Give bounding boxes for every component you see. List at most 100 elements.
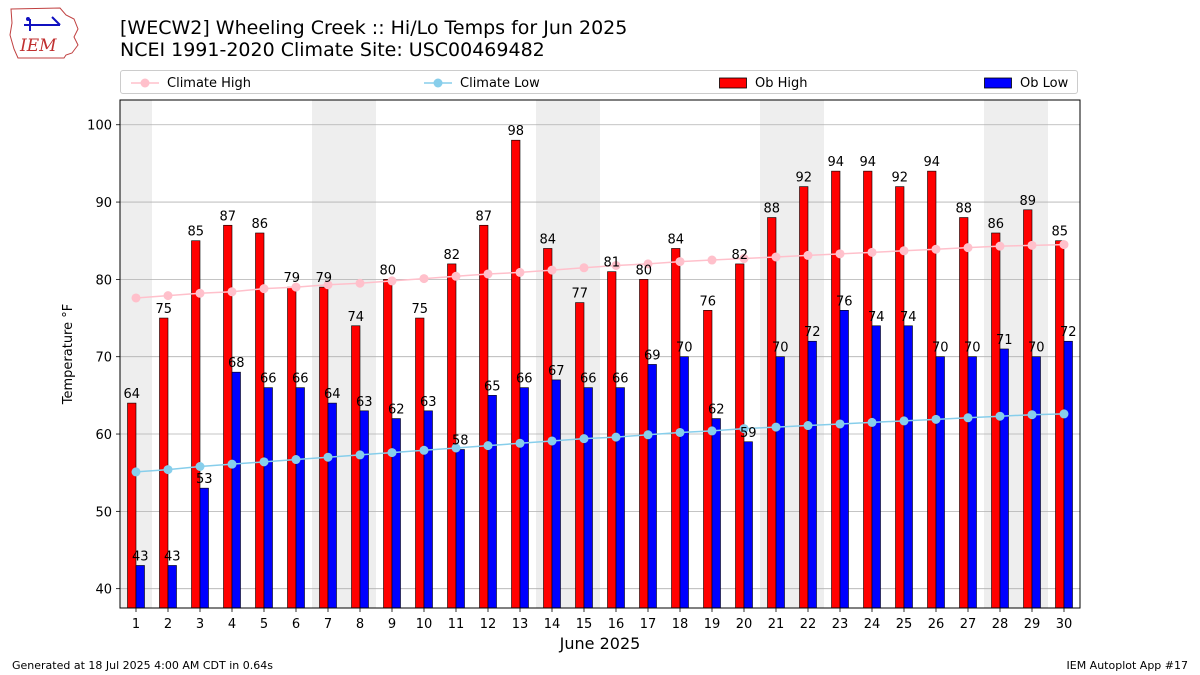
ob-high-bar: [479, 224, 489, 609]
climate-low-swatch: [424, 78, 452, 88]
ob-high-label: 80: [379, 263, 396, 278]
ob-low-label: 53: [196, 472, 213, 487]
ob-low-bar: [391, 418, 401, 609]
climate-low-point: [643, 430, 653, 440]
ob-high-label: 85: [187, 225, 204, 240]
ob-high-label: 74: [347, 310, 364, 325]
ob-low-bar: [935, 356, 945, 609]
x-tick-label: 25: [896, 617, 913, 632]
climate-low-point: [419, 445, 429, 455]
ob-high-label: 86: [987, 217, 1004, 232]
ob-low-label: 76: [836, 294, 853, 309]
ob-low-bar: [455, 449, 465, 609]
legend-ob-high-label: Ob High: [755, 75, 808, 91]
y-tick-label: 70: [95, 351, 112, 366]
ob-low-bar: [167, 565, 177, 609]
ob-high-bar: [863, 170, 873, 609]
x-tick-label: 27: [960, 617, 977, 632]
climate-low-point: [259, 457, 269, 467]
x-tick-label: 20: [736, 617, 753, 632]
ob-high-bar: [639, 279, 649, 609]
ob-low-label: 62: [708, 403, 725, 418]
climate-low-point: [899, 416, 909, 426]
ob-high-label: 92: [795, 171, 812, 186]
ob-low-label: 59: [740, 426, 757, 441]
climate-low-point: [483, 441, 493, 451]
ob-low-bar: [775, 356, 785, 609]
generated-note: Generated at 18 Jul 2025 4:00 AM CDT in …: [12, 659, 273, 672]
ob-high-label: 94: [859, 155, 876, 170]
x-tick-label: 8: [356, 617, 364, 632]
ob-low-label: 66: [260, 372, 277, 387]
ob-high-bar: [799, 186, 809, 609]
climate-high-point: [355, 278, 365, 288]
climate-low-point: [579, 434, 589, 444]
ob-high-bar: [959, 217, 969, 609]
ob-low-label: 72: [804, 325, 821, 340]
climate-low-point: [995, 411, 1005, 421]
ob-high-label: 87: [475, 209, 492, 224]
ob-low-bar: [1063, 340, 1073, 609]
climate-low-point: [355, 450, 365, 460]
ob-high-bar: [1023, 209, 1033, 609]
climate-high-swatch: [131, 78, 159, 88]
climate-low-point: [323, 452, 333, 462]
x-tick-label: 10: [416, 617, 433, 632]
ob-low-label: 65: [484, 379, 501, 394]
ob-high-label: 88: [763, 202, 780, 217]
ob-low-bar: [903, 325, 913, 609]
ob-high-label: 84: [539, 232, 556, 247]
plot-frame: [119, 99, 1081, 609]
ob-low-bar: [135, 565, 145, 609]
ob-low-label: 70: [932, 341, 949, 356]
climate-low-point: [675, 427, 685, 437]
ob-low-label: 67: [548, 364, 565, 379]
ob-low-label: 63: [420, 395, 437, 410]
climate-high-point: [419, 274, 429, 284]
ob-high-label: 82: [443, 248, 460, 263]
x-tick-label: 1: [132, 617, 140, 632]
climate-high-point: [1027, 240, 1037, 250]
ob-low-label: 70: [964, 341, 981, 356]
ob-low-label: 70: [1028, 341, 1045, 356]
x-tick-label: 26: [928, 617, 945, 632]
climate-low-point: [291, 455, 301, 465]
climate-high-point: [611, 260, 621, 270]
climate-high-point: [963, 243, 973, 253]
x-tick-label: 29: [1024, 617, 1041, 632]
ob-low-bar: [839, 310, 849, 609]
ob-low-label: 66: [292, 372, 309, 387]
climate-high-point: [451, 271, 461, 281]
legend-climate-high: Climate High: [131, 74, 251, 92]
x-tick-label: 30: [1056, 617, 1073, 632]
climate-low-point: [707, 426, 717, 436]
ob-low-bar: [519, 387, 529, 609]
x-tick-label: 3: [196, 617, 204, 632]
ob-high-bar: [223, 224, 233, 609]
ob-low-bar: [679, 356, 689, 609]
ob-low-bar: [199, 487, 209, 609]
x-tick-label: 2: [164, 617, 172, 632]
ob-high-label: 88: [955, 202, 972, 217]
ob-low-bar: [487, 395, 497, 609]
climate-high-point: [579, 263, 589, 273]
ob-low-label: 66: [612, 372, 629, 387]
ob-low-bar: [647, 364, 657, 609]
ob-low-swatch: [984, 77, 1012, 89]
climate-high-point: [483, 269, 493, 279]
ob-low-bar: [327, 402, 337, 609]
climate-high-line: [135, 243, 1065, 299]
ob-high-label: 80: [635, 263, 652, 278]
climate-high-point: [931, 244, 941, 254]
ob-low-label: 70: [676, 341, 693, 356]
ob-low-label: 63: [356, 395, 373, 410]
ob-high-bar: [831, 170, 841, 609]
ob-low-label: 43: [164, 549, 181, 564]
climate-low-point: [835, 419, 845, 429]
chart-title: [WECW2] Wheeling Creek :: Hi/Lo Temps fo…: [120, 17, 627, 61]
x-tick-label: 22: [800, 617, 817, 632]
x-tick-label: 16: [608, 617, 625, 632]
ob-low-bar: [423, 410, 433, 609]
ob-high-bar: [575, 302, 585, 609]
